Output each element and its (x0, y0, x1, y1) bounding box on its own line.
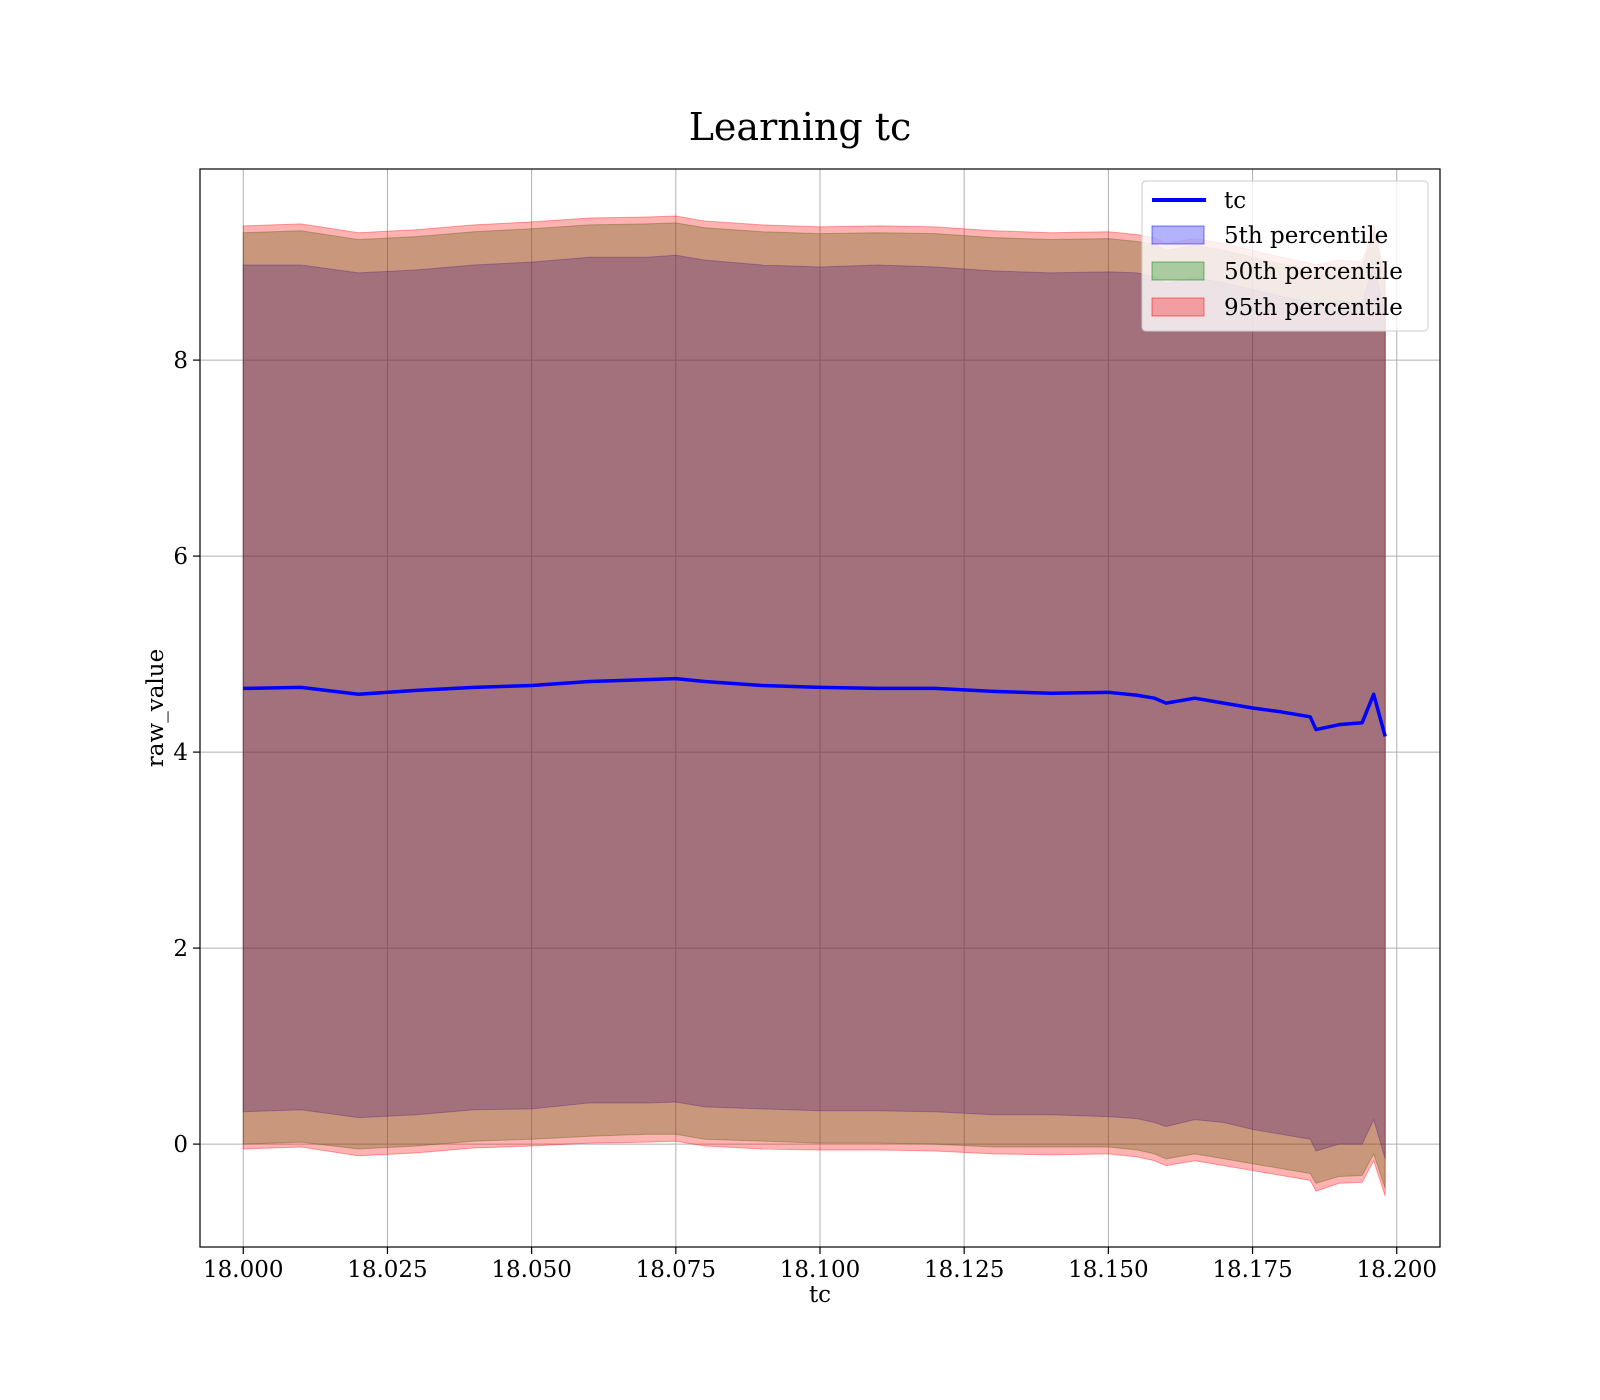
band-5th-percentile (242, 254, 1386, 1159)
x-tick-label: 18.150 (1068, 1257, 1148, 1283)
chart-title: Learning tc (689, 105, 912, 149)
legend-label-50th: 50th percentile (1224, 259, 1403, 285)
x-axis-ticks: 18.000 18.025 18.050 18.075 18.100 18.125 18.1… (203, 1247, 1437, 1283)
x-tick-label: 18.100 (780, 1257, 860, 1283)
band-95th-percentile (242, 215, 1386, 1197)
x-tick-label: 18.000 (203, 1257, 283, 1283)
percentile-bands (242, 215, 1386, 1197)
y-tick-label: 8 (173, 348, 188, 374)
gridlines (200, 169, 1440, 1247)
legend-label-95th: 95th percentile (1224, 295, 1403, 321)
tc-line-series (243, 676, 1387, 737)
legend-swatch-95th (1151, 297, 1205, 317)
x-tick-label: 18.025 (347, 1257, 427, 1283)
x-axis-label: tc (809, 1282, 831, 1308)
legend-swatch-5th (1151, 225, 1205, 245)
legend-frame (1141, 180, 1429, 332)
legend-label-tc: tc (1224, 188, 1246, 214)
x-tick-label: 18.125 (924, 1257, 1004, 1283)
tc-line (243, 676, 1387, 737)
legend-label-5th: 5th percentile (1224, 223, 1388, 249)
y-tick-label: 4 (173, 740, 188, 766)
y-axis-ticks: 0 2 4 6 8 (173, 348, 200, 1158)
x-tick-label: 18.075 (636, 1257, 716, 1283)
x-tick-label: 18.200 (1357, 1257, 1437, 1283)
band-50th-percentile (242, 222, 1386, 1189)
x-tick-label: 18.175 (1212, 1257, 1292, 1283)
y-tick-label: 2 (173, 936, 188, 962)
x-tick-label: 18.050 (491, 1257, 571, 1283)
y-tick-label: 0 (173, 1132, 188, 1158)
legend-swatch-50th (1151, 261, 1205, 281)
y-tick-label: 6 (173, 544, 188, 570)
legend: tc 5th percentile 50th percentile 95th p… (1141, 180, 1429, 332)
y-axis-label: raw_value (143, 649, 169, 767)
